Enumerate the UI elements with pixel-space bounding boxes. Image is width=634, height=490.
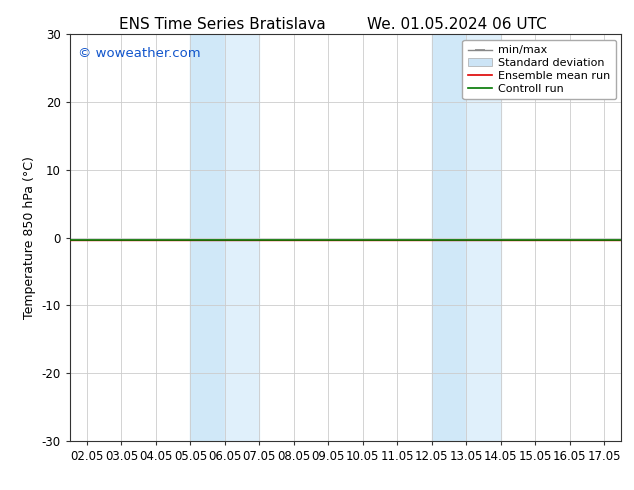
- Bar: [466, 34, 501, 441]
- Bar: [432, 34, 466, 441]
- Text: © woweather.com: © woweather.com: [78, 47, 200, 59]
- Bar: [190, 34, 225, 441]
- Legend: min/max, Standard deviation, Ensemble mean run, Controll run: min/max, Standard deviation, Ensemble me…: [462, 40, 616, 99]
- Y-axis label: Temperature 850 hPa (°C): Temperature 850 hPa (°C): [23, 156, 36, 319]
- Text: We. 01.05.2024 06 UTC: We. 01.05.2024 06 UTC: [366, 17, 547, 32]
- Text: ENS Time Series Bratislava: ENS Time Series Bratislava: [119, 17, 325, 32]
- Bar: [225, 34, 259, 441]
